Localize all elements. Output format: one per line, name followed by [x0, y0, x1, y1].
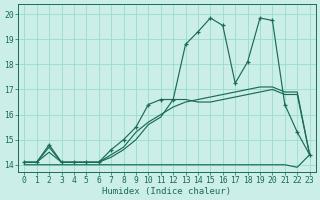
X-axis label: Humidex (Indice chaleur): Humidex (Indice chaleur)	[102, 187, 231, 196]
